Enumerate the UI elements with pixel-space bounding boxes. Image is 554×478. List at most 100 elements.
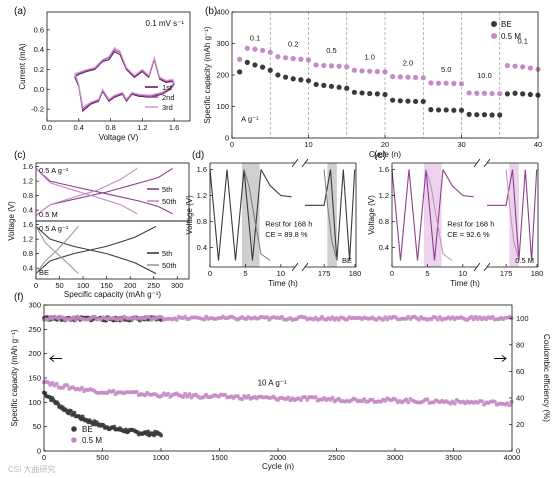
cv-curve-1st — [74, 50, 175, 113]
panel-f-ytick: 200 — [28, 349, 41, 358]
panel-b-ytick: 400 — [216, 8, 229, 17]
panel-b-ytick: 0 — [225, 134, 229, 143]
panel-a-xtick: 0.0 — [42, 123, 52, 132]
rate-point-BE — [367, 90, 373, 97]
rate-point-BE — [328, 83, 335, 89]
time-tick: 10 — [277, 269, 285, 278]
rate-point-0.5M — [497, 90, 503, 97]
panel-b-xtick: 0 — [230, 140, 234, 149]
panel-a-ytick: -0.2 — [31, 105, 44, 114]
panel-a-xtick: 0.8 — [105, 123, 115, 132]
gcd-curve-bottom-5th — [35, 225, 157, 275]
capacity-point — [159, 433, 163, 438]
ce-point — [202, 317, 207, 322]
rate-label: 0.1 — [250, 33, 260, 42]
time-tick: 180 — [349, 269, 362, 278]
rate-point-BE — [420, 98, 426, 105]
cycling-curve — [323, 169, 338, 261]
rate-label: 0.5 — [326, 46, 336, 55]
ce-point — [416, 317, 421, 322]
rate-point-0.5M — [282, 55, 289, 61]
panel-a-xtick: 1.2 — [137, 123, 147, 132]
legend-marker-BE — [491, 21, 497, 27]
rate-point-BE — [290, 76, 296, 82]
rate-point-BE — [336, 84, 342, 90]
panel-c-rate: 0.5 A g⁻¹ — [39, 166, 69, 175]
rate-label: 2.0 — [403, 59, 413, 68]
capacity-point — [72, 410, 77, 415]
panel-c-xtick: 200 — [124, 281, 137, 290]
panel-c-sample: 0.5 M — [39, 210, 58, 219]
axis-break — [301, 262, 309, 272]
axis-break — [483, 262, 491, 272]
voltage-tick: 0.8 — [197, 217, 207, 226]
rate-point-BE — [260, 64, 266, 70]
rate-point-BE — [497, 112, 503, 118]
capacity-point — [286, 395, 291, 400]
panel-f-xtick: 1500 — [211, 453, 228, 462]
panel-e-xlabel: Time (h) — [450, 279, 480, 288]
panel-a-xtick: 1.6 — [169, 123, 179, 132]
panel-f-y2tick: 0 — [516, 447, 520, 456]
panel-c-sample: BE — [39, 268, 49, 277]
panel-c-xtick: 0 — [34, 281, 38, 290]
rate-point-0.5M — [359, 68, 365, 74]
sample-label: 0.5 M — [515, 256, 534, 265]
rate-point-BE — [390, 97, 396, 103]
capacity-point — [480, 399, 484, 404]
voltage-tick: 0.4 — [379, 243, 389, 252]
rate-point-BE — [282, 74, 289, 80]
legend-label-0.5M: 0.5 M — [82, 436, 102, 445]
capacity-point — [79, 385, 84, 390]
panel-f-xtick: 0 — [42, 453, 46, 462]
rate-point-0.5M — [290, 56, 296, 62]
panel-c-rate: 0.5 A g⁻¹ — [39, 224, 69, 233]
panel-f-ytick: 100 — [28, 398, 41, 407]
rate-point-0.5M — [420, 75, 426, 81]
rate-point-BE — [313, 81, 319, 88]
rate-point-0.5M — [336, 63, 342, 69]
rest-annotation: Rest for 168 h — [447, 220, 494, 229]
rate-point-BE — [344, 85, 350, 91]
panel-c-ytick: 0.8 — [23, 191, 33, 200]
panel-a-ylabel: Current (mA) — [18, 43, 27, 90]
rate-point-BE — [267, 67, 273, 73]
capacity-point — [187, 392, 192, 397]
ce-annotation: CE = 92.6 % — [447, 230, 490, 239]
panel-b-xtick: 10 — [304, 140, 312, 149]
rate-point-0.5M — [527, 65, 533, 71]
rate-point-0.5M — [405, 74, 411, 80]
panel-b-xtick: 40 — [534, 140, 542, 149]
axis-break — [473, 262, 481, 272]
panel-f-ytick: 250 — [28, 325, 41, 334]
panel-c-ytick: 1.6 — [23, 220, 33, 229]
capacity-point — [65, 383, 70, 388]
watermark: CSI 大曲研究 — [8, 464, 56, 474]
rate-point-BE — [520, 91, 526, 97]
time-tick: 175 — [318, 269, 331, 278]
panel-b-unit: A g⁻¹ — [241, 115, 259, 124]
legend-label-5th: 5th — [162, 185, 172, 194]
rate-point-0.5M — [504, 62, 510, 69]
rate-point-0.5M — [313, 62, 319, 68]
sample-label: BE — [342, 256, 352, 265]
rate-point-0.5M — [397, 74, 403, 80]
rate-point-BE — [321, 82, 327, 88]
panel-b-xlabel: Cycle (n) — [369, 150, 401, 159]
cycling-curve — [243, 169, 271, 261]
capacity-point — [68, 409, 73, 413]
panel-d-ylabel: Voltage (V) — [185, 195, 194, 235]
legend-label-50th: 50th — [162, 261, 177, 270]
rate-point-BE — [474, 112, 480, 118]
panel-f-label: (f) — [14, 292, 23, 303]
legend-marker-BE — [71, 426, 77, 432]
rate-point-BE — [435, 107, 442, 113]
rate-point-0.5M — [237, 56, 243, 62]
rate-point-0.5M — [374, 68, 380, 75]
rate-point-BE — [466, 111, 472, 117]
ce-point — [92, 314, 97, 319]
panel-c-ytick: 1.6 — [23, 162, 33, 171]
panel-c-xtick: 100 — [77, 281, 90, 290]
legend-label-2nd: 2nd — [162, 93, 175, 102]
capacity-point — [246, 394, 251, 398]
